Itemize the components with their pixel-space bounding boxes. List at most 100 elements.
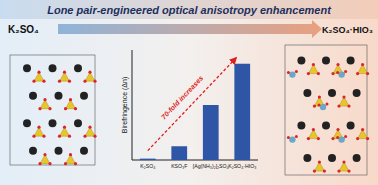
o-atom <box>323 170 326 173</box>
x-tick-label: K₂SO₄·HIO₃ <box>228 163 256 169</box>
o-atom <box>318 104 321 107</box>
i-atom <box>320 104 326 110</box>
o-atom <box>326 103 329 106</box>
o-atom <box>318 96 321 99</box>
o-atom <box>74 107 77 110</box>
o-atom <box>63 71 66 74</box>
o-atom <box>68 135 71 138</box>
i-atom <box>338 136 344 142</box>
o-atom <box>337 105 340 108</box>
o-atom <box>295 135 298 138</box>
o-atom <box>48 162 51 165</box>
o-atom <box>37 126 40 129</box>
o-atom <box>317 72 320 75</box>
o-atom <box>43 153 46 156</box>
o-atom <box>64 162 67 165</box>
structure-label: K₂SO₄ <box>8 24 39 35</box>
title: Lone pair-engineered optical anisotropy … <box>47 4 332 16</box>
y-axis <box>132 50 133 160</box>
o-atom <box>32 135 35 138</box>
k-atom <box>322 57 330 65</box>
k-atom <box>322 122 330 130</box>
y-axis-label: Birefringence (Δn) <box>121 77 129 133</box>
x-tick-label: KSO₃F <box>171 163 187 169</box>
bar <box>234 64 250 160</box>
o-atom <box>344 70 347 73</box>
x-tick-label: K₂SO₄ <box>140 163 155 169</box>
k-atom <box>353 89 361 97</box>
o-atom <box>83 80 86 83</box>
o-atom <box>337 170 340 173</box>
o-atom <box>344 135 347 138</box>
o-atom <box>287 136 290 139</box>
o-atom <box>74 162 77 165</box>
o-atom <box>58 135 61 138</box>
k-atom <box>23 119 31 127</box>
i-atom <box>289 136 295 142</box>
k-atom <box>347 122 355 130</box>
k-atom <box>49 119 57 127</box>
k-atom <box>29 147 37 155</box>
o-atom <box>88 126 91 129</box>
o-atom <box>361 63 364 66</box>
title-banner <box>0 0 378 19</box>
k-atom <box>328 89 336 97</box>
k-atom <box>55 92 63 100</box>
crystal-structure <box>10 55 97 165</box>
k-atom <box>80 92 88 100</box>
o-atom <box>37 71 40 74</box>
unit-cell <box>10 55 95 165</box>
o-atom <box>38 107 41 110</box>
o-atom <box>336 71 339 74</box>
o-atom <box>331 72 334 75</box>
k-atom <box>297 57 305 65</box>
o-atom <box>318 161 321 164</box>
o-atom <box>307 72 310 75</box>
transition-arrow <box>58 20 322 38</box>
k-atom <box>80 147 88 155</box>
background <box>0 0 378 185</box>
o-atom <box>42 135 45 138</box>
k-atom <box>353 154 361 162</box>
o-atom <box>93 135 96 138</box>
o-atom <box>312 63 315 66</box>
k-atom <box>297 122 305 130</box>
root: Lone pair-engineered optical anisotropy … <box>0 0 378 185</box>
structure-label: K₂SO₄·HIO₃ <box>322 25 373 35</box>
unit-cell <box>285 45 367 175</box>
o-atom <box>42 80 45 83</box>
o-atom <box>366 72 369 75</box>
o-atom <box>58 80 61 83</box>
bar <box>140 159 156 160</box>
o-atom <box>83 135 86 138</box>
o-atom <box>48 107 51 110</box>
o-atom <box>63 126 66 129</box>
graphic: Lone pair-engineered optical anisotropy … <box>0 0 378 185</box>
k-atom <box>303 89 311 97</box>
k-atom <box>29 92 37 100</box>
k-atom <box>23 64 31 72</box>
bar <box>203 105 219 160</box>
o-atom <box>366 137 369 140</box>
k-atom <box>328 154 336 162</box>
x-tick-label: [Ag(NH₃)₂]₂SO₄ <box>193 163 229 169</box>
o-atom <box>32 80 35 83</box>
o-atom <box>93 80 96 83</box>
o-atom <box>295 70 298 73</box>
o-atom <box>336 136 339 139</box>
o-atom <box>347 170 350 173</box>
k-atom <box>74 64 82 72</box>
o-atom <box>317 137 320 140</box>
o-atom <box>336 128 339 131</box>
o-atom <box>64 107 67 110</box>
o-atom <box>287 71 290 74</box>
annotation-arrow <box>148 58 237 151</box>
o-atom <box>69 153 72 156</box>
o-atom <box>38 162 41 165</box>
o-atom <box>347 105 350 108</box>
o-atom <box>336 63 339 66</box>
o-atom <box>313 105 316 108</box>
o-atom <box>312 128 315 131</box>
o-atom <box>361 128 364 131</box>
k-atom <box>55 147 63 155</box>
